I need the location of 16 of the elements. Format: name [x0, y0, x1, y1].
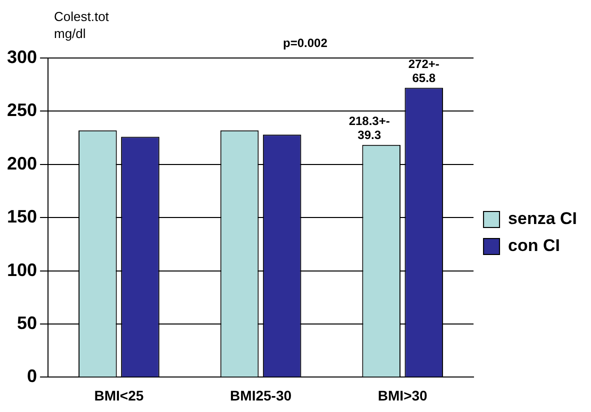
text: p=0.002 — [283, 36, 328, 50]
y-axis-title: Colest.tot mg/dl — [54, 8, 109, 42]
x-tick-label: BMI<25 — [94, 387, 144, 404]
legend-label: con CI — [508, 236, 560, 256]
y-tick-label: 200 — [6, 153, 38, 174]
data-label: 272+- 65.8 — [408, 57, 440, 86]
x-tick-label: BMI25-30 — [230, 387, 292, 404]
y-tick-label: 250 — [6, 100, 38, 120]
x-tick-label: BMI>30 — [378, 387, 428, 404]
data-label: 218.3+- 39.3 — [348, 114, 390, 142]
y-tick-label: 150 — [6, 206, 38, 227]
y-tick-label: 300 — [6, 46, 38, 67]
y-tick-label: 100 — [6, 260, 38, 280]
y-tick-label: 50 — [17, 312, 38, 333]
legend-label: senza CI — [508, 209, 578, 228]
y-tick-label: 0 — [27, 366, 38, 386]
